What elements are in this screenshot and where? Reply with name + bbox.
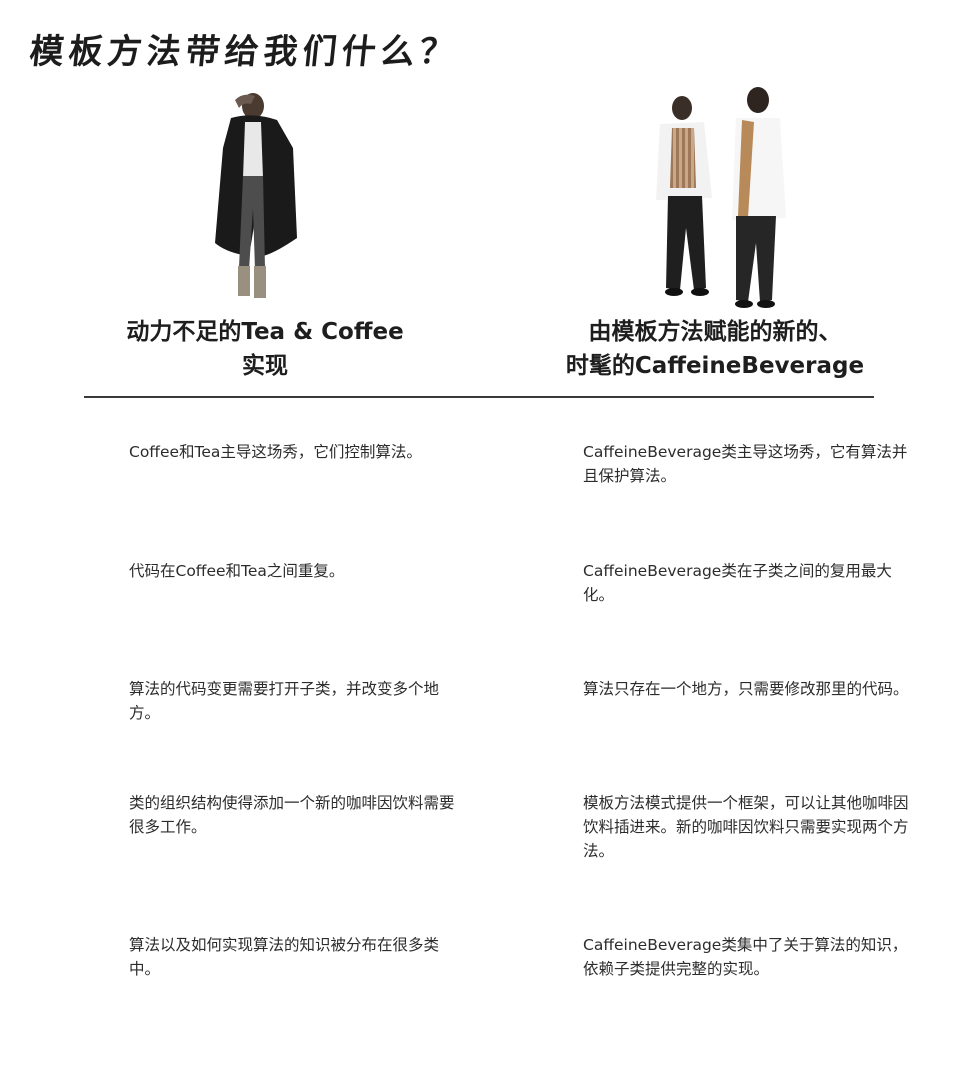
man-in-bathrobe-illustration	[205, 88, 305, 303]
left-point-5: 算法以及如何实现算法的知识被分布在很多类中。	[129, 936, 440, 978]
right-heading-line1: 由模板方法赋能的新的、	[588, 319, 842, 345]
two-stylish-men-illustration	[640, 78, 790, 313]
left-point-1: Coffee和Tea主导这场秀，它们控制算法。	[129, 443, 422, 461]
right-point-1: CaffeineBeverage类主导这场秀，它有算法并且保护算法。	[583, 443, 908, 485]
right-point-3: 算法只存在一个地方，只需要修改那里的代码。	[583, 680, 909, 698]
left-heading-line1: 动力不足的Tea & Coffee	[126, 319, 404, 345]
right-heading-line2: 时髦的CaffeineBeverage	[565, 353, 865, 379]
right-point-4: 模板方法模式提供一个框架，可以让其他咖啡因饮料插进来。新的咖啡因饮料只需要实现两…	[583, 794, 909, 860]
section-divider	[84, 396, 874, 398]
page-title: 模板方法带给我们什么？	[27, 32, 461, 72]
left-point-2: 代码在Coffee和Tea之间重复。	[129, 562, 345, 580]
left-heading-line2: 实现	[242, 353, 288, 379]
left-point-3: 算法的代码变更需要打开子类，并改变多个地方。	[129, 680, 440, 722]
right-point-5: CaffeineBeverage类集中了关于算法的知识，依赖子类提供完整的实现。	[583, 936, 908, 978]
right-column-heading: 由模板方法赋能的新的、 时髦的CaffeineBeverage	[555, 315, 875, 383]
left-column-heading: 动力不足的Tea & Coffee 实现	[105, 315, 425, 383]
left-point-4: 类的组织结构使得添加一个新的咖啡因饮料需要很多工作。	[129, 794, 455, 836]
right-point-2: CaffeineBeverage类在子类之间的复用最大化。	[583, 562, 892, 604]
